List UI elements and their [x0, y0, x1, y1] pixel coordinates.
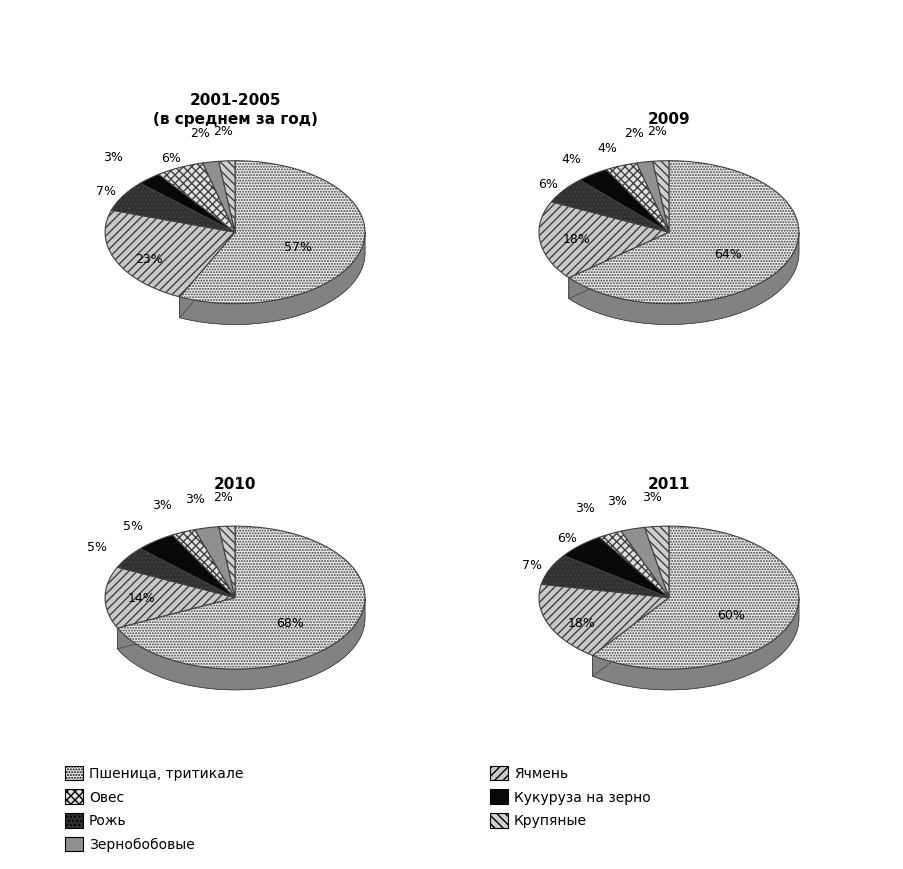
Text: 3%: 3%: [152, 499, 172, 511]
Text: 6%: 6%: [556, 532, 576, 545]
Bar: [65, 789, 83, 804]
Polygon shape: [105, 567, 235, 628]
Bar: [65, 837, 83, 852]
Polygon shape: [592, 598, 798, 690]
Text: 3%: 3%: [607, 494, 627, 507]
Text: 6%: 6%: [162, 152, 182, 165]
Polygon shape: [105, 211, 235, 297]
Polygon shape: [117, 598, 365, 690]
Text: 2%: 2%: [647, 125, 666, 138]
Polygon shape: [219, 162, 235, 233]
Text: 60%: 60%: [716, 608, 744, 621]
Polygon shape: [551, 181, 668, 233]
Text: Рожь: Рожь: [88, 813, 126, 827]
Polygon shape: [620, 527, 668, 598]
Polygon shape: [592, 598, 798, 690]
Polygon shape: [140, 535, 235, 598]
Polygon shape: [111, 184, 235, 233]
Polygon shape: [592, 527, 798, 669]
Polygon shape: [117, 598, 235, 649]
Bar: [489, 813, 507, 828]
Polygon shape: [606, 163, 668, 233]
Polygon shape: [180, 233, 365, 325]
Polygon shape: [599, 532, 668, 598]
Text: 5%: 5%: [88, 540, 107, 553]
Polygon shape: [117, 549, 235, 598]
Text: 3%: 3%: [574, 501, 594, 514]
Bar: [489, 789, 507, 804]
Text: 7%: 7%: [521, 559, 541, 572]
Text: 23%: 23%: [135, 253, 163, 266]
Polygon shape: [117, 598, 365, 690]
Text: 3%: 3%: [103, 150, 123, 163]
Text: 6%: 6%: [537, 178, 557, 191]
Text: 57%: 57%: [284, 241, 312, 254]
Text: 4%: 4%: [597, 142, 617, 155]
Text: 64%: 64%: [713, 248, 740, 261]
Polygon shape: [140, 176, 235, 233]
Polygon shape: [568, 233, 798, 325]
Text: Кукуруза на зерно: Кукуруза на зерно: [514, 790, 650, 804]
Text: 2%: 2%: [213, 490, 233, 503]
Title: 2010: 2010: [213, 476, 256, 492]
Polygon shape: [592, 598, 668, 676]
Polygon shape: [538, 202, 668, 278]
Text: Пшеница, тритикале: Пшеница, тритикале: [88, 766, 243, 780]
Polygon shape: [652, 162, 668, 233]
Text: 4%: 4%: [561, 153, 581, 165]
Polygon shape: [219, 527, 235, 598]
Polygon shape: [180, 233, 365, 325]
Text: 2%: 2%: [191, 127, 210, 140]
Bar: [489, 766, 507, 780]
Polygon shape: [568, 233, 668, 299]
Polygon shape: [644, 527, 668, 598]
Polygon shape: [568, 233, 798, 325]
Polygon shape: [117, 527, 365, 669]
Text: 14%: 14%: [127, 592, 155, 605]
Polygon shape: [180, 162, 365, 304]
Polygon shape: [195, 527, 235, 598]
Polygon shape: [538, 585, 668, 656]
Polygon shape: [563, 538, 668, 598]
Polygon shape: [580, 170, 668, 233]
Text: 3%: 3%: [641, 490, 661, 503]
Bar: [65, 813, 83, 828]
Polygon shape: [541, 556, 668, 598]
Polygon shape: [159, 163, 235, 233]
Text: Овес: Овес: [88, 790, 124, 804]
Text: Ячмень: Ячмень: [514, 766, 567, 780]
Text: Зернобобовые: Зернобобовые: [88, 837, 194, 851]
Bar: [65, 766, 83, 780]
Polygon shape: [636, 163, 668, 233]
Text: 7%: 7%: [97, 184, 116, 197]
Text: 18%: 18%: [567, 617, 595, 629]
Text: 68%: 68%: [275, 617, 303, 630]
Polygon shape: [568, 162, 798, 304]
Text: 5%: 5%: [123, 519, 143, 532]
Text: 2%: 2%: [213, 125, 233, 138]
Polygon shape: [202, 163, 235, 233]
Text: Крупяные: Крупяные: [514, 813, 586, 827]
Text: 2%: 2%: [624, 127, 644, 140]
Polygon shape: [180, 233, 235, 318]
Text: 3%: 3%: [184, 493, 204, 506]
Title: 2001-2005
(в среднем за год): 2001-2005 (в среднем за год): [153, 93, 317, 127]
Title: 2009: 2009: [647, 111, 690, 127]
Text: 18%: 18%: [562, 233, 590, 246]
Polygon shape: [172, 530, 235, 598]
Title: 2011: 2011: [647, 476, 689, 492]
